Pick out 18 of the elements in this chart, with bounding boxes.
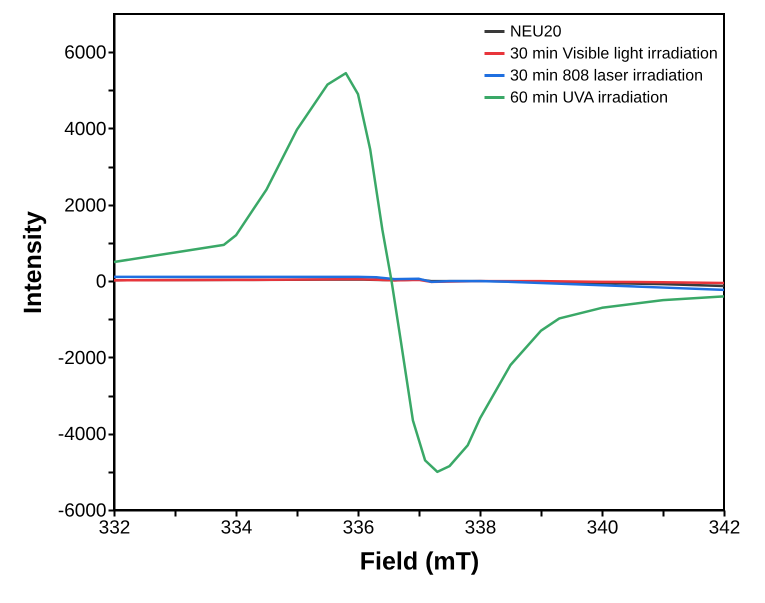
y-tick-label: -2000 — [58, 348, 106, 369]
y-tick-label: -4000 — [58, 424, 106, 446]
x-tick-label: 336 — [342, 518, 374, 538]
legend-label: NEU20 — [510, 24, 562, 40]
line-series — [112, 276, 726, 292]
y-tick-label: 2000 — [64, 195, 106, 216]
legend-label: 30 min 808 laser irradiation — [510, 68, 703, 84]
legend-label: 30 min Visible light irradiation — [510, 46, 718, 62]
x-tick-label: 342 — [708, 518, 740, 538]
x-tick-label: 338 — [464, 518, 496, 538]
x-tick-label: 334 — [220, 518, 253, 538]
legend-label: 60 min UVA irradiation — [510, 90, 668, 106]
y-tick-label: 0 — [96, 272, 106, 293]
y-tick-label: 4000 — [64, 118, 106, 140]
x-axis-title: Field (mT) — [360, 548, 480, 576]
x-tick-label: 340 — [586, 518, 618, 538]
y-tick-label: 6000 — [64, 42, 106, 64]
y-axis-title: Intensity — [18, 211, 47, 314]
